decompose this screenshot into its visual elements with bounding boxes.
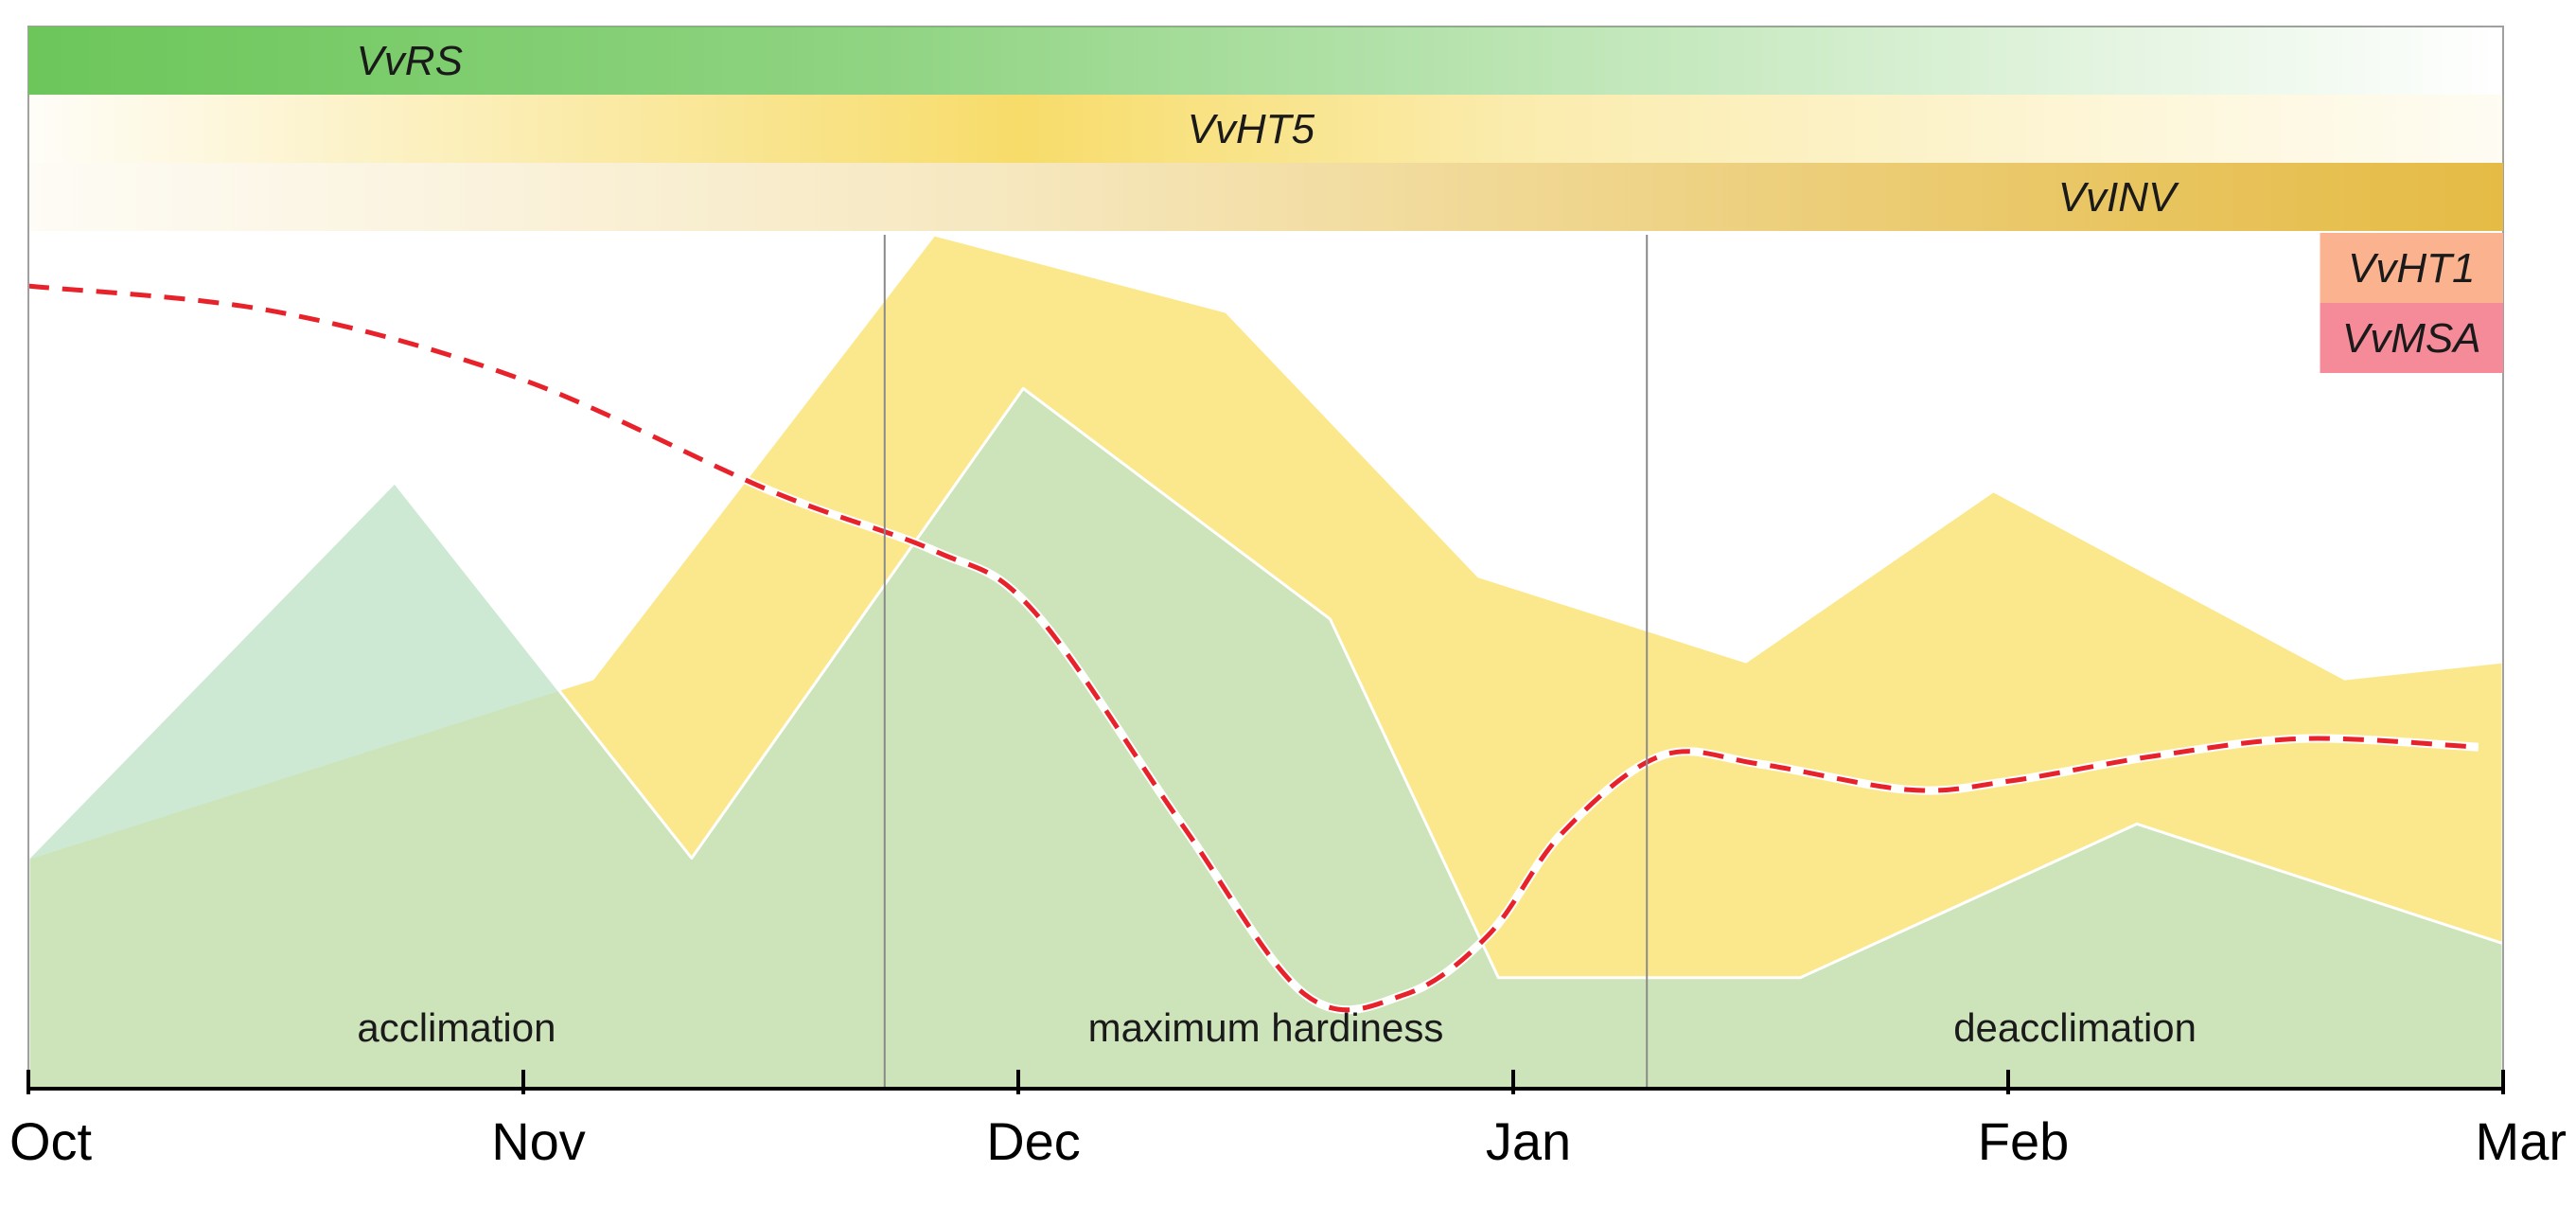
x-tick-label-nov: Nov [491, 1111, 586, 1171]
bar-vvht5 [28, 95, 2503, 163]
phase-label-acclimation: acclimation [357, 1005, 556, 1050]
expression-bars: VvRS VvHT5 VvINV VvHT1 VvMSA [28, 27, 2503, 373]
bar-vvinv [28, 163, 2503, 231]
phase-label-maximum-hardiness: maximum hardiness [1088, 1005, 1444, 1050]
x-tick-label-oct: Oct [9, 1111, 93, 1171]
bar-label-vvht1: VvHT1 [2348, 245, 2475, 292]
phase-label-deacclimation: deacclimation [1953, 1005, 2197, 1050]
x-axis: Oct Nov Dec Jan Feb Mar [9, 1070, 2567, 1171]
bar-label-vvmsa: VvMSA [2342, 315, 2481, 362]
x-tick-label-mar: Mar [2476, 1111, 2567, 1171]
x-tick-label-jan: Jan [1486, 1111, 1571, 1171]
bar-vvrs [28, 27, 2503, 95]
x-tick-label-feb: Feb [1978, 1111, 2070, 1171]
bar-label-vvht5: VvHT5 [1188, 106, 1315, 152]
bar-label-vvinv: VvINV [2058, 174, 2179, 221]
bar-vvht1 [2320, 233, 2503, 303]
dashed-line-series [27, 283, 2479, 1013]
x-tick-label-dec: Dec [986, 1111, 1081, 1171]
phase-layer: acclimation maximum hardiness deacclimatio… [27, 26, 2504, 1090]
series-layer [26, 233, 2505, 1091]
bar-vvmsa [2320, 303, 2503, 373]
bar-label-vvrs: VvRS [356, 38, 462, 84]
